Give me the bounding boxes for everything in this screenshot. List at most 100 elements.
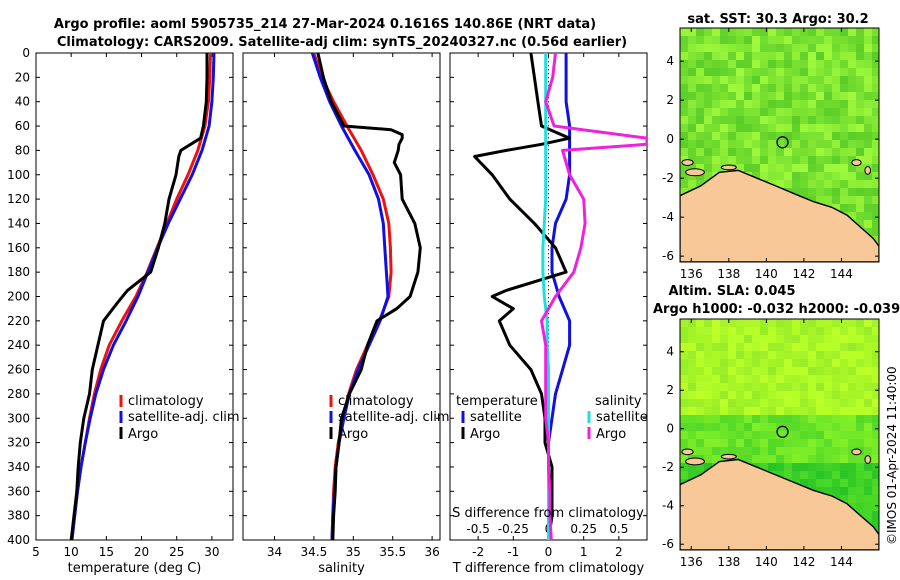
map-cell: [704, 108, 713, 117]
map-cell: [768, 92, 777, 101]
map-cell: [848, 503, 857, 512]
y-tick-label: 380: [7, 509, 30, 523]
map-cell: [784, 391, 793, 400]
map-cell: [736, 447, 745, 456]
map-cell: [736, 100, 745, 109]
map-cell: [792, 28, 801, 37]
map-cell: [736, 439, 745, 448]
map-cell: [720, 431, 729, 440]
map-cell: [744, 124, 753, 133]
map-cell: [856, 132, 865, 141]
map-cell: [696, 399, 705, 408]
map-cell: [864, 335, 873, 344]
map-cell: [840, 60, 849, 69]
map-cell: [840, 204, 849, 213]
map-cell: [824, 148, 833, 157]
lon-tick-label: 144: [830, 555, 853, 569]
legend-salinity-heading: salinity: [595, 394, 642, 409]
map-cell: [680, 28, 689, 37]
map-cell: [728, 383, 737, 392]
map-cell: [744, 407, 753, 416]
map-cell: [848, 196, 857, 205]
map-cell: [712, 431, 721, 440]
map-cell: [728, 343, 737, 352]
map-cell: [848, 148, 857, 157]
map-cell: [872, 471, 879, 480]
map-cell: [800, 44, 809, 53]
map-cell: [848, 455, 857, 464]
map-cell: [824, 108, 833, 117]
map-cell: [840, 367, 849, 376]
y-tick-label: 260: [7, 363, 30, 377]
map-cell: [824, 196, 833, 205]
map-cell: [848, 108, 857, 117]
map-cell: [784, 148, 793, 157]
map-cell: [744, 359, 753, 368]
map-cell: [696, 431, 705, 440]
map-cell: [728, 28, 737, 37]
map-cell: [712, 44, 721, 53]
map-cell: [816, 463, 825, 472]
map-cell: [744, 343, 753, 352]
map-cell: [696, 52, 705, 61]
map-cell: [704, 68, 713, 77]
map-cell: [744, 367, 753, 376]
map-cell: [720, 391, 729, 400]
map-cell: [824, 36, 833, 45]
map-cell: [808, 383, 817, 392]
map-cell: [768, 343, 777, 352]
map-cell: [768, 415, 777, 424]
lon-tick-label: 140: [755, 555, 778, 569]
map-cell: [744, 415, 753, 424]
map-cell: [736, 148, 745, 157]
map-cell: [696, 140, 705, 149]
map-cell: [864, 220, 873, 229]
map-cell: [720, 423, 729, 432]
map-cell: [768, 463, 777, 472]
map-cell: [752, 319, 761, 328]
map-cell: [720, 44, 729, 53]
map-cell: [864, 156, 873, 165]
map-cell: [688, 431, 697, 440]
map-cell: [816, 423, 825, 432]
map-cell: [720, 415, 729, 424]
map-cell: [744, 383, 753, 392]
map-cell: [688, 116, 697, 125]
map-cell: [768, 455, 777, 464]
map-cell: [704, 124, 713, 133]
map-cell: [800, 60, 809, 69]
map-cell: [704, 60, 713, 69]
map-cell: [736, 367, 745, 376]
map-cell: [832, 100, 841, 109]
map-cell: [800, 399, 809, 408]
map-cell: [776, 60, 785, 69]
map-cell: [816, 180, 825, 189]
map-cell: [784, 375, 793, 384]
lat-tick-label: -6: [662, 249, 674, 263]
map-cell: [816, 68, 825, 77]
map-cell: [824, 68, 833, 77]
map-cell: [704, 375, 713, 384]
map-cell: [712, 399, 721, 408]
map-cell: [688, 439, 697, 448]
map-cell: [776, 455, 785, 464]
map-cell: [752, 156, 761, 165]
map-cell: [824, 100, 833, 109]
map-cell: [800, 463, 809, 472]
map-cell: [848, 100, 857, 109]
map-cell: [760, 140, 769, 149]
map-cell: [680, 180, 689, 189]
map-cell: [736, 156, 745, 165]
map-cell: [816, 84, 825, 93]
map-cell: [816, 335, 825, 344]
map-cell: [688, 52, 697, 61]
map-cell: [712, 343, 721, 352]
map-cell: [864, 172, 873, 181]
map-cell: [768, 132, 777, 141]
map-cell: [704, 172, 713, 181]
map-cell: [816, 188, 825, 197]
map-cell: [816, 36, 825, 45]
map-cell: [736, 383, 745, 392]
map-cell: [696, 180, 705, 189]
map-cell: [832, 431, 841, 440]
